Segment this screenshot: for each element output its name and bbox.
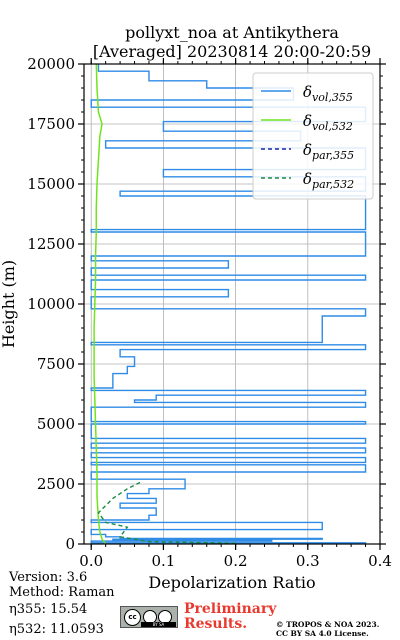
cc-license-icon: cc BY SA <box>120 606 178 628</box>
plot-frame <box>83 63 381 545</box>
x-tick-label: 0.3 <box>296 552 320 570</box>
series-line-1 <box>90 64 367 544</box>
series-line-4 <box>97 480 236 544</box>
plot-area <box>90 64 367 544</box>
y-ticks: 0 2500 5000 7500 10000 12500 15000 17500 20000 <box>27 55 386 553</box>
info-version: Version: 3.6 <box>9 570 88 585</box>
y-axis-label: Height (m) <box>0 260 18 348</box>
y-tick-label: 7500 <box>37 355 75 373</box>
info-method: Method: Raman <box>9 585 115 600</box>
y-tick-label: 0 <box>65 535 75 553</box>
y-tick-label: 15000 <box>27 175 75 193</box>
x-tick-label: 0.1 <box>151 552 175 570</box>
copyright-line2: CC BY SA 4.0 License. <box>276 629 369 638</box>
cc-bar-icon: BY SA <box>141 622 176 627</box>
y-tick-label: 17500 <box>27 115 75 133</box>
x-tick-label: 0.4 <box>368 552 392 570</box>
x-axis-label: Depolarization Ratio <box>148 573 315 592</box>
info-eta532: η532: 11.0593 <box>9 622 104 637</box>
chart-subtitle: [Averaged] 20230814 20:00-20:59 <box>93 42 371 61</box>
x-ticks: 0.0 0.1 0.2 0.3 0.4 <box>79 58 392 570</box>
cc-icon: cc <box>124 609 141 626</box>
y-tick-label: 10000 <box>27 295 75 313</box>
chart-title: pollyxt_noa at Antikythera <box>125 23 339 42</box>
y-tick-label: 2500 <box>37 475 75 493</box>
info-eta355: η355: 15.54 <box>9 602 88 617</box>
y-tick-label: 5000 <box>37 415 75 433</box>
x-tick-label: 0.0 <box>79 552 103 570</box>
preliminary-line2: Results. <box>184 616 248 632</box>
x-tick-label: 0.2 <box>224 552 248 570</box>
legend-box <box>252 72 374 200</box>
copyright-notice: © TROPOS & NOA 2023. CC BY SA 4.0 Licens… <box>276 620 379 638</box>
copyright-line1: © TROPOS & NOA 2023. <box>276 620 380 629</box>
series-line-2 <box>93 64 107 544</box>
preliminary-notice: Preliminary Results. <box>184 602 276 632</box>
y-tick-label: 20000 <box>27 55 75 73</box>
y-tick-label: 12500 <box>27 235 75 253</box>
preliminary-line1: Preliminary <box>184 601 277 617</box>
